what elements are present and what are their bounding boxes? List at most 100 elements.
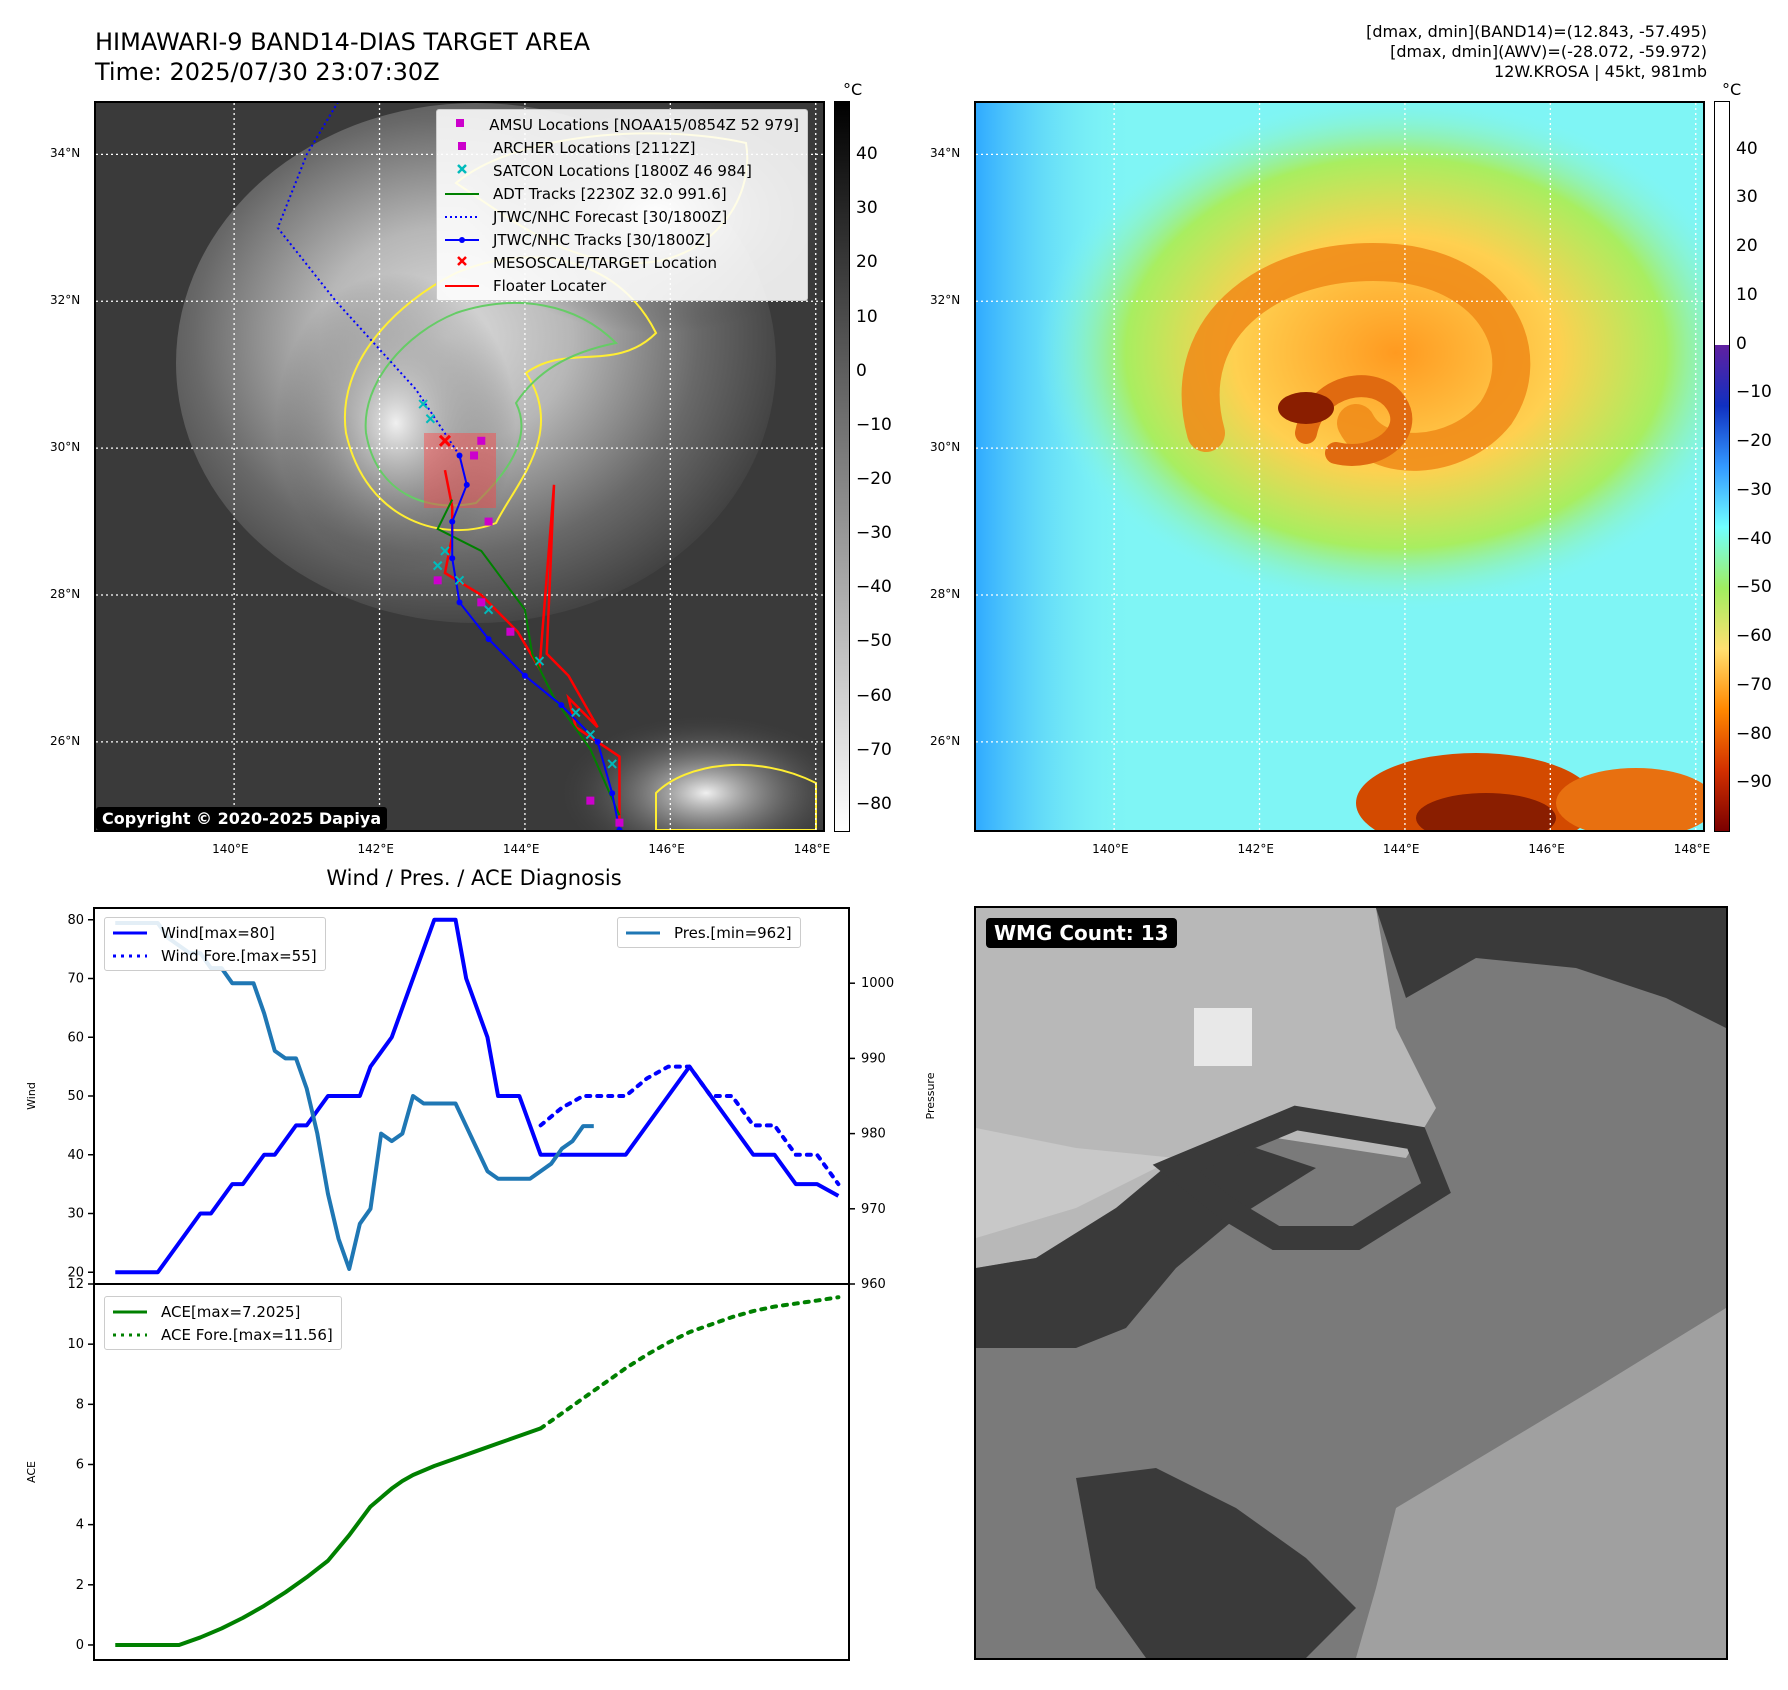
amsu-marker — [586, 796, 595, 805]
pressure-tick-label: 1000 — [861, 976, 894, 991]
diag-chart-svg: 20 30 40 50 60 70 80 960 970 980 990 1000 0 2 4 6 8 10 12 W… — [25, 907, 937, 1661]
colorbar-tick-label: −80 — [856, 793, 892, 814]
lat-tick-label: 30°N — [50, 440, 81, 455]
lon-tick-label: 140°E — [212, 842, 249, 856]
legend-amsu: AMSU Locations [NOAA15/0854Z 52 979] — [445, 113, 799, 136]
wmg-light-bottom-right — [1356, 1308, 1726, 1658]
series-line-4 — [538, 1295, 841, 1431]
legend-jtwc-tracks: JTWC/NHC Tracks [30/1800Z] — [445, 228, 799, 251]
awv-outer-swirl — [1036, 103, 1703, 613]
satcon-marker — [607, 759, 617, 769]
wind-tick-label: 70 — [67, 972, 84, 987]
ir-contour-south — [655, 763, 817, 830]
colorbar-tick-label: −70 — [856, 739, 892, 760]
legend-mesoscale: MESOSCALE/TARGET Location — [445, 251, 799, 274]
wmg-dark-ring — [1152, 1105, 1451, 1250]
figure-title-line1: HIMAWARI-9 BAND14-DIAS TARGET AREA — [95, 28, 591, 56]
lat-tick-label: 34°N — [930, 146, 961, 161]
lon-tick-label: 140°E — [1092, 842, 1129, 856]
satcon-marker — [454, 575, 465, 586]
colorbar-tick-label: −30 — [1736, 479, 1772, 500]
satcon-marker — [425, 414, 436, 424]
jtwc-track-point — [521, 672, 528, 679]
amsu-marker — [477, 598, 486, 607]
figure-title-line2: Time: 2025/07/30 23:07:30Z — [95, 58, 440, 86]
satcon-marker — [432, 560, 443, 571]
awv-south-core — [1416, 793, 1556, 830]
jtwc-track-point — [456, 452, 463, 459]
legend-ace-fore: ACE Fore.[max=11.56] — [113, 1325, 333, 1344]
awv-dry-spot — [1278, 392, 1334, 424]
satcon-marker — [440, 546, 450, 556]
awv-southeast-dry — [1556, 768, 1703, 830]
wmg-mid-region — [976, 1128, 1176, 1238]
wind-tick-label: 60 — [67, 1030, 84, 1045]
legend-satcon: SATCON Locations [1800Z 46 984] — [445, 159, 799, 182]
colorbar-tick-label: 30 — [856, 198, 878, 219]
dmax-band14-info: [dmax, dmin](BAND14)=(12.843, -57.495) — [1366, 22, 1707, 41]
colorbar-tick-label: −20 — [856, 469, 892, 490]
jtwc-track-point — [456, 599, 463, 606]
ace-axis-label: ACE — [25, 1461, 38, 1483]
colorbar-tick-label: 20 — [856, 252, 878, 273]
amsu-marker — [433, 576, 442, 585]
satcon-marker — [571, 707, 581, 718]
lon-tick-label: 146°E — [1528, 842, 1565, 856]
lon-tick-label: 144°E — [1382, 842, 1420, 856]
dmax-awv-info: [dmax, dmin](AWV)=(-28.072, -59.972) — [1390, 42, 1707, 61]
wmg-dark-top-right — [1376, 908, 1726, 1028]
ace-tick-label: 0 — [76, 1638, 84, 1653]
lat-tick-label: 32°N — [930, 293, 961, 308]
wind-axis-label: Wind — [25, 1082, 38, 1110]
legend-wind-fore: Wind Fore.[max=55] — [113, 946, 317, 965]
wind-tick-label: 40 — [67, 1148, 84, 1163]
ace-tick-label: 2 — [76, 1578, 84, 1593]
jtwc-track-point — [485, 636, 492, 643]
copyright-label: Copyright © 2020-2025 Dapiya — [96, 807, 388, 830]
lon-tick-label: 148°E — [793, 842, 831, 856]
colorbar-tick-label: −40 — [1736, 528, 1772, 549]
colorbar-tick-label: −80 — [1736, 723, 1772, 744]
jtwc-track-point — [609, 790, 616, 797]
legend-archer: ARCHER Locations [2112Z] — [445, 136, 799, 159]
legend-wind: Wind[max=80] — [113, 923, 275, 942]
legend-pres: Pres.[min=962] — [626, 923, 792, 942]
satcon-marker — [483, 604, 494, 615]
wmg-dark-bottom — [1076, 1468, 1356, 1658]
jtwc-track-point — [616, 827, 623, 830]
awv-map-svg — [976, 103, 1703, 830]
colorbar-tick-label: 0 — [856, 360, 867, 381]
colorbar-tick-label: −70 — [1736, 674, 1772, 695]
amsu-marker — [615, 818, 624, 827]
lat-tick-label: 28°N — [930, 587, 961, 601]
satcon-marker — [534, 656, 545, 666]
pres-legend: Pres.[min=962] — [617, 917, 801, 948]
pressure-tick-label: 970 — [861, 1202, 886, 1217]
colorbar-tick-label: −60 — [856, 685, 892, 706]
mesoscale-marker — [438, 434, 452, 447]
lat-tick-label: 26°N — [50, 733, 81, 748]
colorbar-tick-label: 20 — [1736, 236, 1758, 257]
wind-tick-label: 30 — [67, 1207, 84, 1222]
colorbar-tick-label: −10 — [1736, 382, 1772, 403]
jtwc-track-point — [558, 702, 565, 709]
map-legend: AMSU Locations [NOAA15/0854Z 52 979] ARC… — [436, 109, 808, 301]
wind-tick-label: 20 — [67, 1265, 84, 1280]
lon-tick-label: 142°E — [357, 842, 395, 856]
lon-tick-label: 146°E — [648, 842, 685, 856]
colorbar-tick-label: 40 — [856, 144, 878, 165]
left-colorbar-unit: °C — [843, 80, 863, 99]
ir-map-panel: Copyright © 2020-2025 Dapiya AMSU Locati… — [94, 101, 825, 832]
ace-tick-label: 8 — [76, 1397, 84, 1412]
colorbar-tick-label: −60 — [1736, 626, 1772, 647]
colorbar-tick-label: −10 — [856, 414, 892, 435]
ace-tick-label: 4 — [76, 1518, 84, 1533]
wind-legend: Wind[max=80] Wind Fore.[max=55] — [104, 917, 326, 971]
colorbar-tick-label: 0 — [1736, 333, 1747, 354]
ace-tick-label: 6 — [76, 1457, 84, 1472]
colorbar-tick-label: 10 — [856, 306, 878, 327]
lon-tick-label: 148°E — [1673, 842, 1711, 856]
jtwc-track-point — [594, 738, 601, 745]
pressure-tick-label: 960 — [861, 1277, 886, 1292]
diag-title: Wind / Pres. / ACE Diagnosis — [326, 866, 622, 890]
